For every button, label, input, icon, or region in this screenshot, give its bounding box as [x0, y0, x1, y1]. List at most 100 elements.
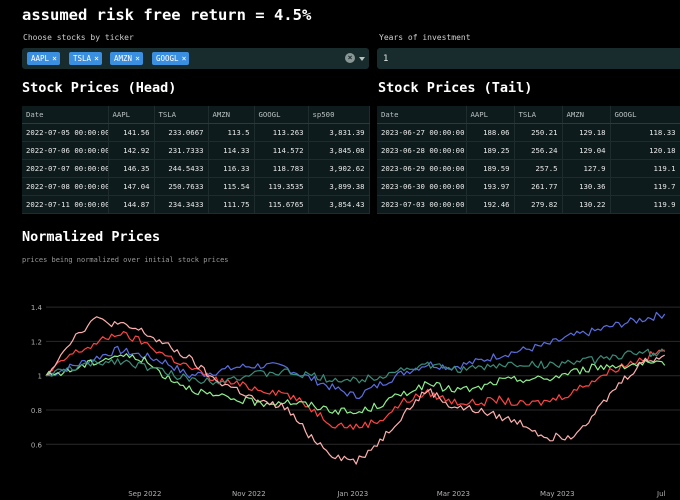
table-row: 2023-06-30 00:00:00 193.97 261.77 130.36 119…	[377, 177, 680, 196]
chip-label: AMZN	[114, 54, 133, 63]
chip-remove-icon[interactable]: ×	[94, 54, 99, 63]
price-cell: 113.5	[208, 123, 255, 142]
price-cell: 120.18	[610, 141, 680, 160]
price-cell: 231.7333	[154, 141, 209, 160]
normalized-prices-caption: prices being normalized over initial sto…	[22, 256, 229, 264]
years-input-label: Years of investment	[379, 33, 471, 42]
price-cell: 3,831.39	[308, 123, 370, 142]
series-line-4[interactable]	[45, 348, 666, 386]
price-cell: 114.33	[208, 141, 255, 160]
price-cell: 256.24	[514, 141, 563, 160]
column-header[interactable]: Date	[377, 106, 467, 124]
chip-remove-icon[interactable]: ×	[52, 54, 57, 63]
series-line-2[interactable]	[45, 353, 666, 415]
date-cell: 2022-07-05 00:00:00	[22, 123, 109, 142]
column-header[interactable]: AMZN	[562, 106, 611, 124]
date-cell: 2023-06-30 00:00:00	[377, 177, 467, 196]
column-header[interactable]: TSLA	[154, 106, 209, 124]
price-cell: 144.87	[108, 195, 155, 214]
column-header[interactable]: AAPL	[466, 106, 515, 124]
price-cell: 119.1	[610, 159, 680, 178]
price-cell: 189.59	[466, 159, 515, 178]
date-cell: 2022-07-11 00:00:00	[22, 195, 109, 214]
price-cell: 127.9	[562, 159, 611, 178]
chip-googl: GOOGL ×	[152, 52, 190, 65]
price-cell: 116.33	[208, 159, 255, 178]
tail-table-title: Stock Prices (Tail)	[378, 80, 533, 96]
date-cell: 2022-07-06 00:00:00	[22, 141, 109, 160]
series-line-3[interactable]	[45, 316, 665, 465]
head-prices-table: Date AAPL TSLA AMZN GOOGL sp500 2022-07-…	[22, 106, 370, 214]
chip-aapl: AAPL ×	[27, 52, 60, 65]
price-cell: 119.9	[610, 195, 680, 214]
price-cell: 3,899.38	[308, 177, 370, 196]
table-row: 2023-06-27 00:00:00 188.06 250.21 129.18 118…	[377, 123, 680, 142]
date-cell: 2022-07-07 00:00:00	[22, 159, 109, 178]
price-cell: 119.7	[610, 177, 680, 196]
normalized-prices-chart[interactable]: 0.6 0.8 1 1.2 1.4 Sep 2022 Nov 2022 Jan 2023 Mar…	[0, 270, 680, 500]
price-cell: 189.25	[466, 141, 515, 160]
chip-remove-icon[interactable]: ×	[135, 54, 140, 63]
chip-label: TSLA	[73, 54, 92, 63]
risk-free-return-title: assumed risk free return = 4.5%	[22, 6, 312, 24]
price-cell: 3,854.43	[308, 195, 370, 214]
date-cell: 2022-07-08 00:00:00	[22, 177, 109, 196]
chip-remove-icon[interactable]: ×	[181, 54, 187, 63]
y-tick-label: 1.2	[31, 338, 42, 346]
price-cell: 193.97	[466, 177, 515, 196]
column-header[interactable]: sp500	[308, 106, 370, 124]
ticker-multiselect[interactable]: AAPL × TSLA × AMZN × GOOGL × ×	[22, 48, 369, 69]
price-cell: 192.46	[466, 195, 515, 214]
price-cell: 130.36	[562, 177, 611, 196]
price-cell: 250.21	[514, 123, 563, 142]
column-header[interactable]: AAPL	[108, 106, 155, 124]
price-cell: 113.263	[254, 123, 309, 142]
y-tick-label: 0.6	[31, 441, 43, 449]
price-cell: 142.92	[108, 141, 155, 160]
column-header[interactable]: GOOGL	[254, 106, 309, 124]
years-of-investment-input[interactable]	[377, 48, 680, 69]
price-cell: 119.3535	[254, 177, 309, 196]
table-row: 2023-06-28 00:00:00 189.25 256.24 129.04 120…	[377, 141, 680, 160]
price-cell: 3,845.08	[308, 141, 370, 160]
chip-amzn: AMZN ×	[110, 52, 143, 65]
column-header[interactable]: GOOGL	[610, 106, 680, 124]
price-cell: 115.6765	[254, 195, 309, 214]
price-cell: 257.5	[514, 159, 563, 178]
price-cell: 188.06	[466, 123, 515, 142]
ticker-select-label: Choose stocks by ticker	[23, 33, 134, 42]
table-row: 2023-06-29 00:00:00 189.59 257.5 127.9 119.1	[377, 159, 680, 178]
price-cell: 118.783	[254, 159, 309, 178]
normalized-prices-title: Normalized Prices	[22, 229, 161, 245]
x-tick-label: Jul	[656, 490, 666, 498]
price-cell: 129.04	[562, 141, 611, 160]
tail-prices-table: Date AAPL TSLA AMZN GOOGL 2023-06-27 00:…	[377, 106, 680, 214]
table-row: 2022-07-08 00:00:00 147.04 250.7633 115.54 1…	[22, 177, 370, 196]
price-cell: 130.22	[562, 195, 611, 214]
series-line-1[interactable]	[45, 330, 665, 430]
chip-label: AAPL	[31, 54, 50, 63]
date-cell: 2023-06-28 00:00:00	[377, 141, 467, 160]
y-tick-label: 1	[38, 373, 42, 381]
table-row: 2022-07-06 00:00:00 142.92 231.7333 114.33 1…	[22, 141, 370, 160]
price-cell: 261.77	[514, 177, 563, 196]
column-header[interactable]: AMZN	[208, 106, 255, 124]
table-row: 2023-07-03 00:00:00 192.46 279.82 130.22 119…	[377, 195, 680, 214]
x-tick-label: May 2023	[540, 490, 575, 498]
price-cell: 233.0667	[154, 123, 209, 142]
column-header[interactable]: TSLA	[514, 106, 563, 124]
price-cell: 111.75	[208, 195, 255, 214]
chevron-down-icon[interactable]	[359, 57, 365, 61]
price-cell: 141.56	[108, 123, 155, 142]
price-cell: 234.3433	[154, 195, 209, 214]
chip-tsla: TSLA ×	[69, 52, 102, 65]
chip-label: GOOGL	[156, 54, 179, 63]
price-cell: 147.04	[108, 177, 155, 196]
table-row: 2022-07-11 00:00:00 144.87 234.3433 111.75 1…	[22, 195, 370, 214]
column-header[interactable]: Date	[22, 106, 109, 124]
clear-all-icon[interactable]: ×	[345, 53, 355, 63]
table-header-row: Date AAPL TSLA AMZN GOOGL	[377, 106, 680, 124]
price-cell: 244.5433	[154, 159, 209, 178]
series-line-0[interactable]	[45, 311, 666, 400]
date-cell: 2023-06-27 00:00:00	[377, 123, 467, 142]
